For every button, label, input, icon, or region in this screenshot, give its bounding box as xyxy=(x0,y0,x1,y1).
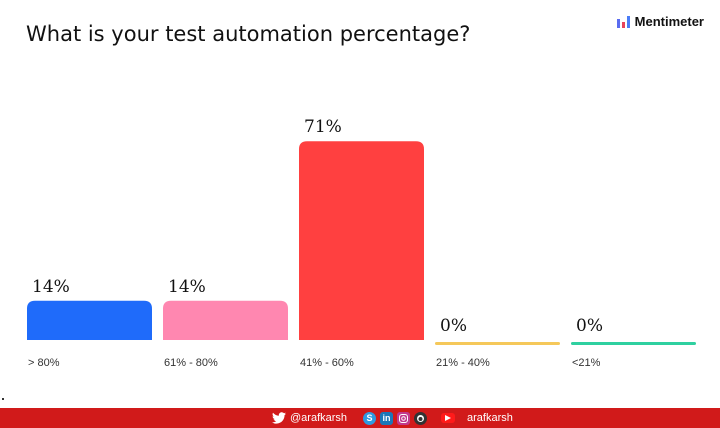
mentimeter-logo: Mentimeter xyxy=(616,14,704,29)
category-label-4: <21% xyxy=(572,357,601,369)
mentimeter-bars-icon xyxy=(616,15,630,28)
category-label-2: 41% - 60% xyxy=(300,357,354,369)
instagram-icon[interactable] xyxy=(397,411,411,425)
footer-handle-left[interactable]: @arafkarsh xyxy=(290,412,348,424)
social-footer: @arafkarsh S in arafkarsh xyxy=(0,408,720,428)
value-label-1: 14% xyxy=(168,277,206,297)
bar-2 xyxy=(299,141,424,340)
bar-0 xyxy=(27,300,152,340)
brand-name: Mentimeter xyxy=(634,14,704,29)
footer-handle-right[interactable]: arafkarsh xyxy=(467,412,513,424)
category-label-1: 61% - 80% xyxy=(164,357,218,369)
bar-3 xyxy=(435,342,560,345)
skype-icon[interactable]: S xyxy=(363,411,377,425)
value-label-2: 71% xyxy=(304,117,342,137)
category-label-0: > 80% xyxy=(28,357,60,369)
twitter-icon[interactable] xyxy=(272,412,286,424)
value-label-0: 14% xyxy=(32,277,70,297)
chart-title: What is your test automation percentage? xyxy=(26,22,471,46)
bar-1 xyxy=(163,300,288,340)
github-icon[interactable] xyxy=(414,411,428,425)
value-label-4: 0% xyxy=(576,316,603,336)
value-label-3: 0% xyxy=(440,316,467,336)
linkedin-icon[interactable]: in xyxy=(380,411,394,425)
bar-chart: 14% > 80% 14% 61% - 80% 71% 41% - 60% 0% 21% - … xyxy=(27,117,696,369)
youtube-icon[interactable] xyxy=(441,413,456,423)
category-label-3: 21% - 40% xyxy=(436,357,490,369)
bar-4 xyxy=(571,342,696,345)
stray-dot xyxy=(2,398,4,400)
